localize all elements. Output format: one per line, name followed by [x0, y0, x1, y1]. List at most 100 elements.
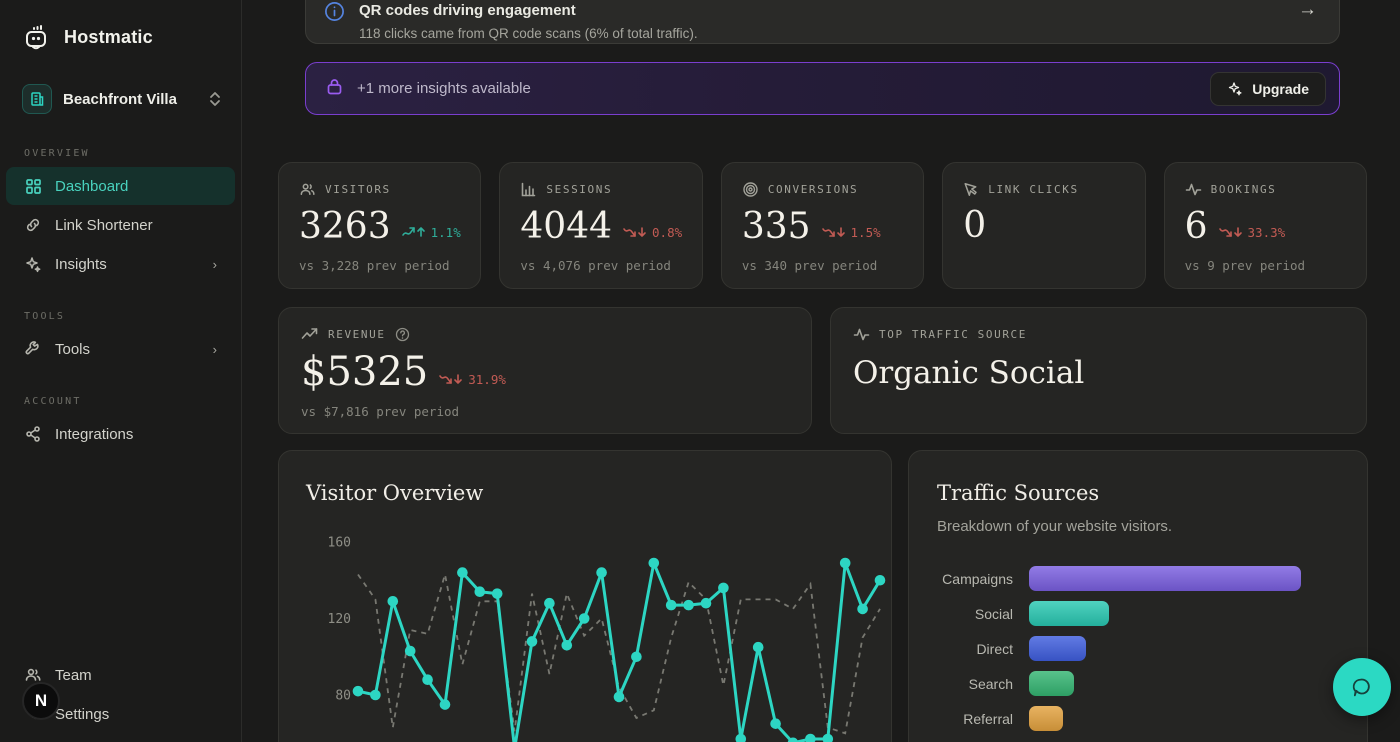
top-traffic-source-label: TOP TRAFFIC SOURCE [879, 328, 1028, 341]
chat-button[interactable] [1333, 658, 1391, 716]
revenue-delta: 31.9% [439, 372, 506, 387]
trend-down-icon [1218, 227, 1242, 237]
trend-down-icon [439, 374, 463, 384]
bar-chart-icon [522, 182, 536, 197]
main-content: QR codes driving engagement 118 clicks c… [242, 0, 1400, 742]
trend-up-icon [401, 227, 425, 237]
wrench-icon [24, 340, 42, 358]
chevron-right-icon: › [212, 341, 217, 357]
lock-icon [325, 77, 344, 101]
stat-label: SESSIONS [546, 183, 613, 196]
sidebar-item-insights[interactable]: Insights › [6, 245, 235, 283]
app-logo: Hostmatic [0, 0, 241, 52]
sidebar-item-label: Link Shortener [55, 216, 153, 234]
section-label-overview: OVERVIEW [24, 148, 90, 159]
visitor-line-chart[interactable]: 160 120 80 [279, 451, 892, 742]
user-avatar[interactable]: N [22, 682, 60, 720]
stat-value: 4044 [520, 206, 613, 247]
visitor-overview-card: Visitor Overview 160 120 80 [278, 450, 892, 742]
stat-card-bookings[interactable]: BOOKINGS 6 33.3% vs 9 prev period [1163, 162, 1368, 289]
bar-social[interactable] [1029, 601, 1109, 626]
insight-title: QR codes driving engagement [359, 2, 576, 19]
traffic-chart-title: Traffic Sources [937, 481, 1100, 505]
hostmatic-robot-icon [26, 25, 46, 50]
bar-label: Referral [963, 710, 1013, 727]
bar-row-campaigns[interactable]: Campaigns [937, 561, 1343, 596]
upgrade-button[interactable]: Upgrade [1210, 71, 1326, 106]
revenue-label: REVENUE [328, 327, 386, 341]
stat-label: CONVERSIONS [767, 183, 859, 196]
stat-value: 0 [963, 205, 987, 246]
bar-label: Campaigns [942, 570, 1013, 587]
bar-row-search[interactable]: Search [937, 666, 1343, 701]
property-selector[interactable]: Beachfront Villa [14, 78, 229, 120]
top-traffic-source-card[interactable]: TOP TRAFFIC SOURCE Organic Social [830, 307, 1367, 434]
sidebar-item-label: Tools [55, 340, 91, 358]
bar-search[interactable] [1029, 671, 1074, 696]
sidebar-item-label: Team [55, 666, 92, 684]
users-icon [24, 666, 42, 684]
sidebar-item-label: Integrations [55, 425, 134, 443]
stat-card-conversions[interactable]: CONVERSIONS 335 1.5% vs 340 prev period [720, 162, 925, 289]
link-icon [24, 216, 42, 234]
trend-down-icon [821, 227, 845, 237]
info-icon [324, 1, 345, 27]
sidebar-item-integrations[interactable]: Integrations [6, 415, 235, 453]
revenue-comparison: vs $7,816 prev period [301, 404, 460, 419]
svg-text:120: 120 [328, 612, 351, 627]
svg-text:80: 80 [335, 689, 351, 704]
insight-banner[interactable]: QR codes driving engagement 118 clicks c… [305, 0, 1340, 44]
sidebar-item-tools[interactable]: Tools › [6, 330, 235, 368]
bar-row-social[interactable]: Social [937, 596, 1343, 631]
stat-comparison: vs 4,076 prev period [520, 257, 671, 273]
sidebar-item-link-shortener[interactable]: Link Shortener [6, 206, 235, 244]
stat-card-sessions[interactable]: SESSIONS 4044 0.8% vs 4,076 prev period [499, 162, 703, 289]
bar-label: Search [968, 675, 1013, 692]
bar-direct[interactable] [1029, 636, 1086, 661]
chevron-right-icon: › [212, 256, 217, 272]
upgrade-banner: +1 more insights available Upgrade [305, 62, 1340, 115]
bar-referral[interactable] [1029, 706, 1063, 731]
bar-row-direct[interactable]: Direct [937, 631, 1343, 666]
section-label-tools: TOOLS [24, 311, 66, 322]
stat-value: 6 [1184, 206, 1208, 247]
share-icon [24, 425, 42, 443]
traffic-bars: Campaigns Social Direct Search Referral [937, 561, 1343, 736]
cursor-icon [964, 183, 977, 197]
avatar-letter: N [34, 691, 48, 710]
sidebar-item-label: Dashboard [55, 177, 129, 195]
chevron-updown-icon [210, 92, 220, 106]
stat-label: BOOKINGS [1210, 183, 1277, 196]
stat-card-visitors[interactable]: VISITORS 3263 1.1% vs 3,228 prev period [278, 162, 482, 289]
trend-down-icon [623, 227, 646, 237]
stat-delta: 1.5% [821, 225, 881, 240]
bar-campaigns[interactable] [1029, 566, 1301, 591]
stat-label: VISITORS [325, 183, 391, 196]
stat-label: LINK CLICKS [988, 182, 1079, 196]
sidebar-item-team[interactable]: Team [6, 656, 235, 694]
stat-card-link-clicks[interactable]: LINK CLICKS 0 [942, 162, 1146, 289]
upgrade-message: +1 more insights available [357, 80, 531, 97]
sidebar: Hostmatic Beachfront Villa OVERVIEW Dash… [0, 0, 242, 742]
stat-delta: 33.3% [1218, 225, 1285, 240]
stat-delta: 1.1% [401, 225, 461, 240]
stat-delta: 0.8% [623, 225, 682, 240]
revenue-card[interactable]: REVENUE $5325 31.9% vs $7,816 prev perio… [278, 307, 812, 434]
stat-comparison: vs 9 prev period [1184, 257, 1306, 273]
arrow-right-icon[interactable]: → [1298, 0, 1317, 20]
stat-value: 3263 [299, 206, 391, 247]
property-name: Beachfront Villa [63, 90, 177, 108]
revenue-value: $5325 [301, 349, 429, 395]
chat-bubble-icon [1352, 678, 1370, 697]
section-label-account: ACCOUNT [24, 396, 82, 407]
grid-icon [24, 177, 42, 195]
bar-row-referral[interactable]: Referral [937, 701, 1343, 736]
app-name: Hostmatic [64, 26, 153, 47]
activity-icon [853, 328, 870, 341]
users-icon [300, 183, 315, 195]
sidebar-item-label: Insights [55, 255, 107, 273]
stat-value: 335 [741, 206, 811, 247]
help-circle-icon[interactable] [395, 327, 410, 342]
sidebar-item-dashboard[interactable]: Dashboard [6, 167, 235, 205]
sparkles-icon [1229, 81, 1242, 95]
